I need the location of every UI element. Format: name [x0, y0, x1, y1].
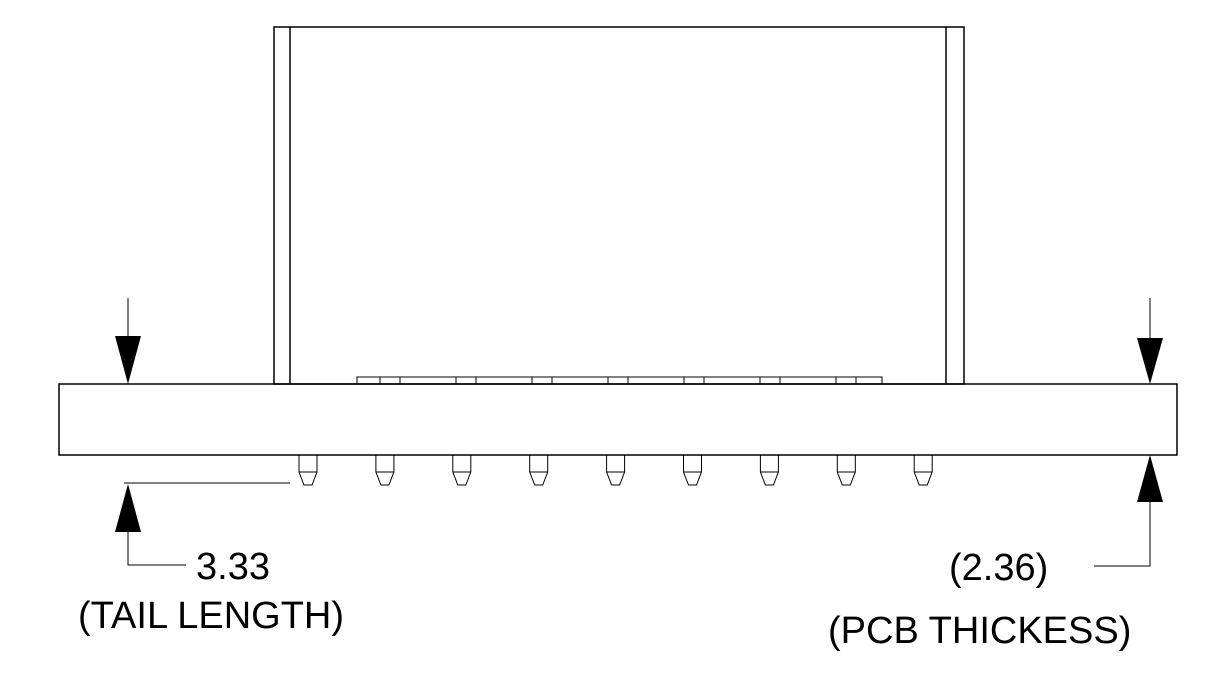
pin-tail	[375, 455, 395, 486]
tail-length-value: 3.33	[196, 546, 270, 588]
tail-leader-line	[127, 532, 186, 566]
pcb-thickness-dimension	[1094, 298, 1163, 567]
pin-tail	[836, 455, 856, 486]
pin-tails	[298, 455, 933, 486]
pin-header-strip	[356, 376, 883, 385]
pin-tail	[298, 455, 318, 486]
pin-tail	[913, 455, 933, 486]
connector-housing	[273, 26, 965, 385]
pcb-leader-line	[1094, 502, 1151, 567]
pin-tail	[452, 455, 472, 486]
pcb-thickness-value: (2.36)	[949, 547, 1049, 589]
pin-tail	[529, 455, 549, 486]
tail-arrow-up	[115, 484, 141, 532]
pin-tail	[606, 455, 626, 486]
tail-arrow-down	[115, 336, 141, 384]
pcb-arrow-down	[1137, 338, 1163, 384]
tail-length-caption: (TAIL LENGTH)	[78, 595, 345, 637]
pcb-board	[58, 383, 1178, 456]
pcb-thickness-caption: (PCB THICKESS)	[828, 610, 1132, 652]
pcb-arrow-up	[1137, 455, 1163, 502]
pin-tail	[759, 455, 779, 486]
tail-length-dimension	[115, 298, 290, 566]
pin-tail	[683, 455, 702, 486]
